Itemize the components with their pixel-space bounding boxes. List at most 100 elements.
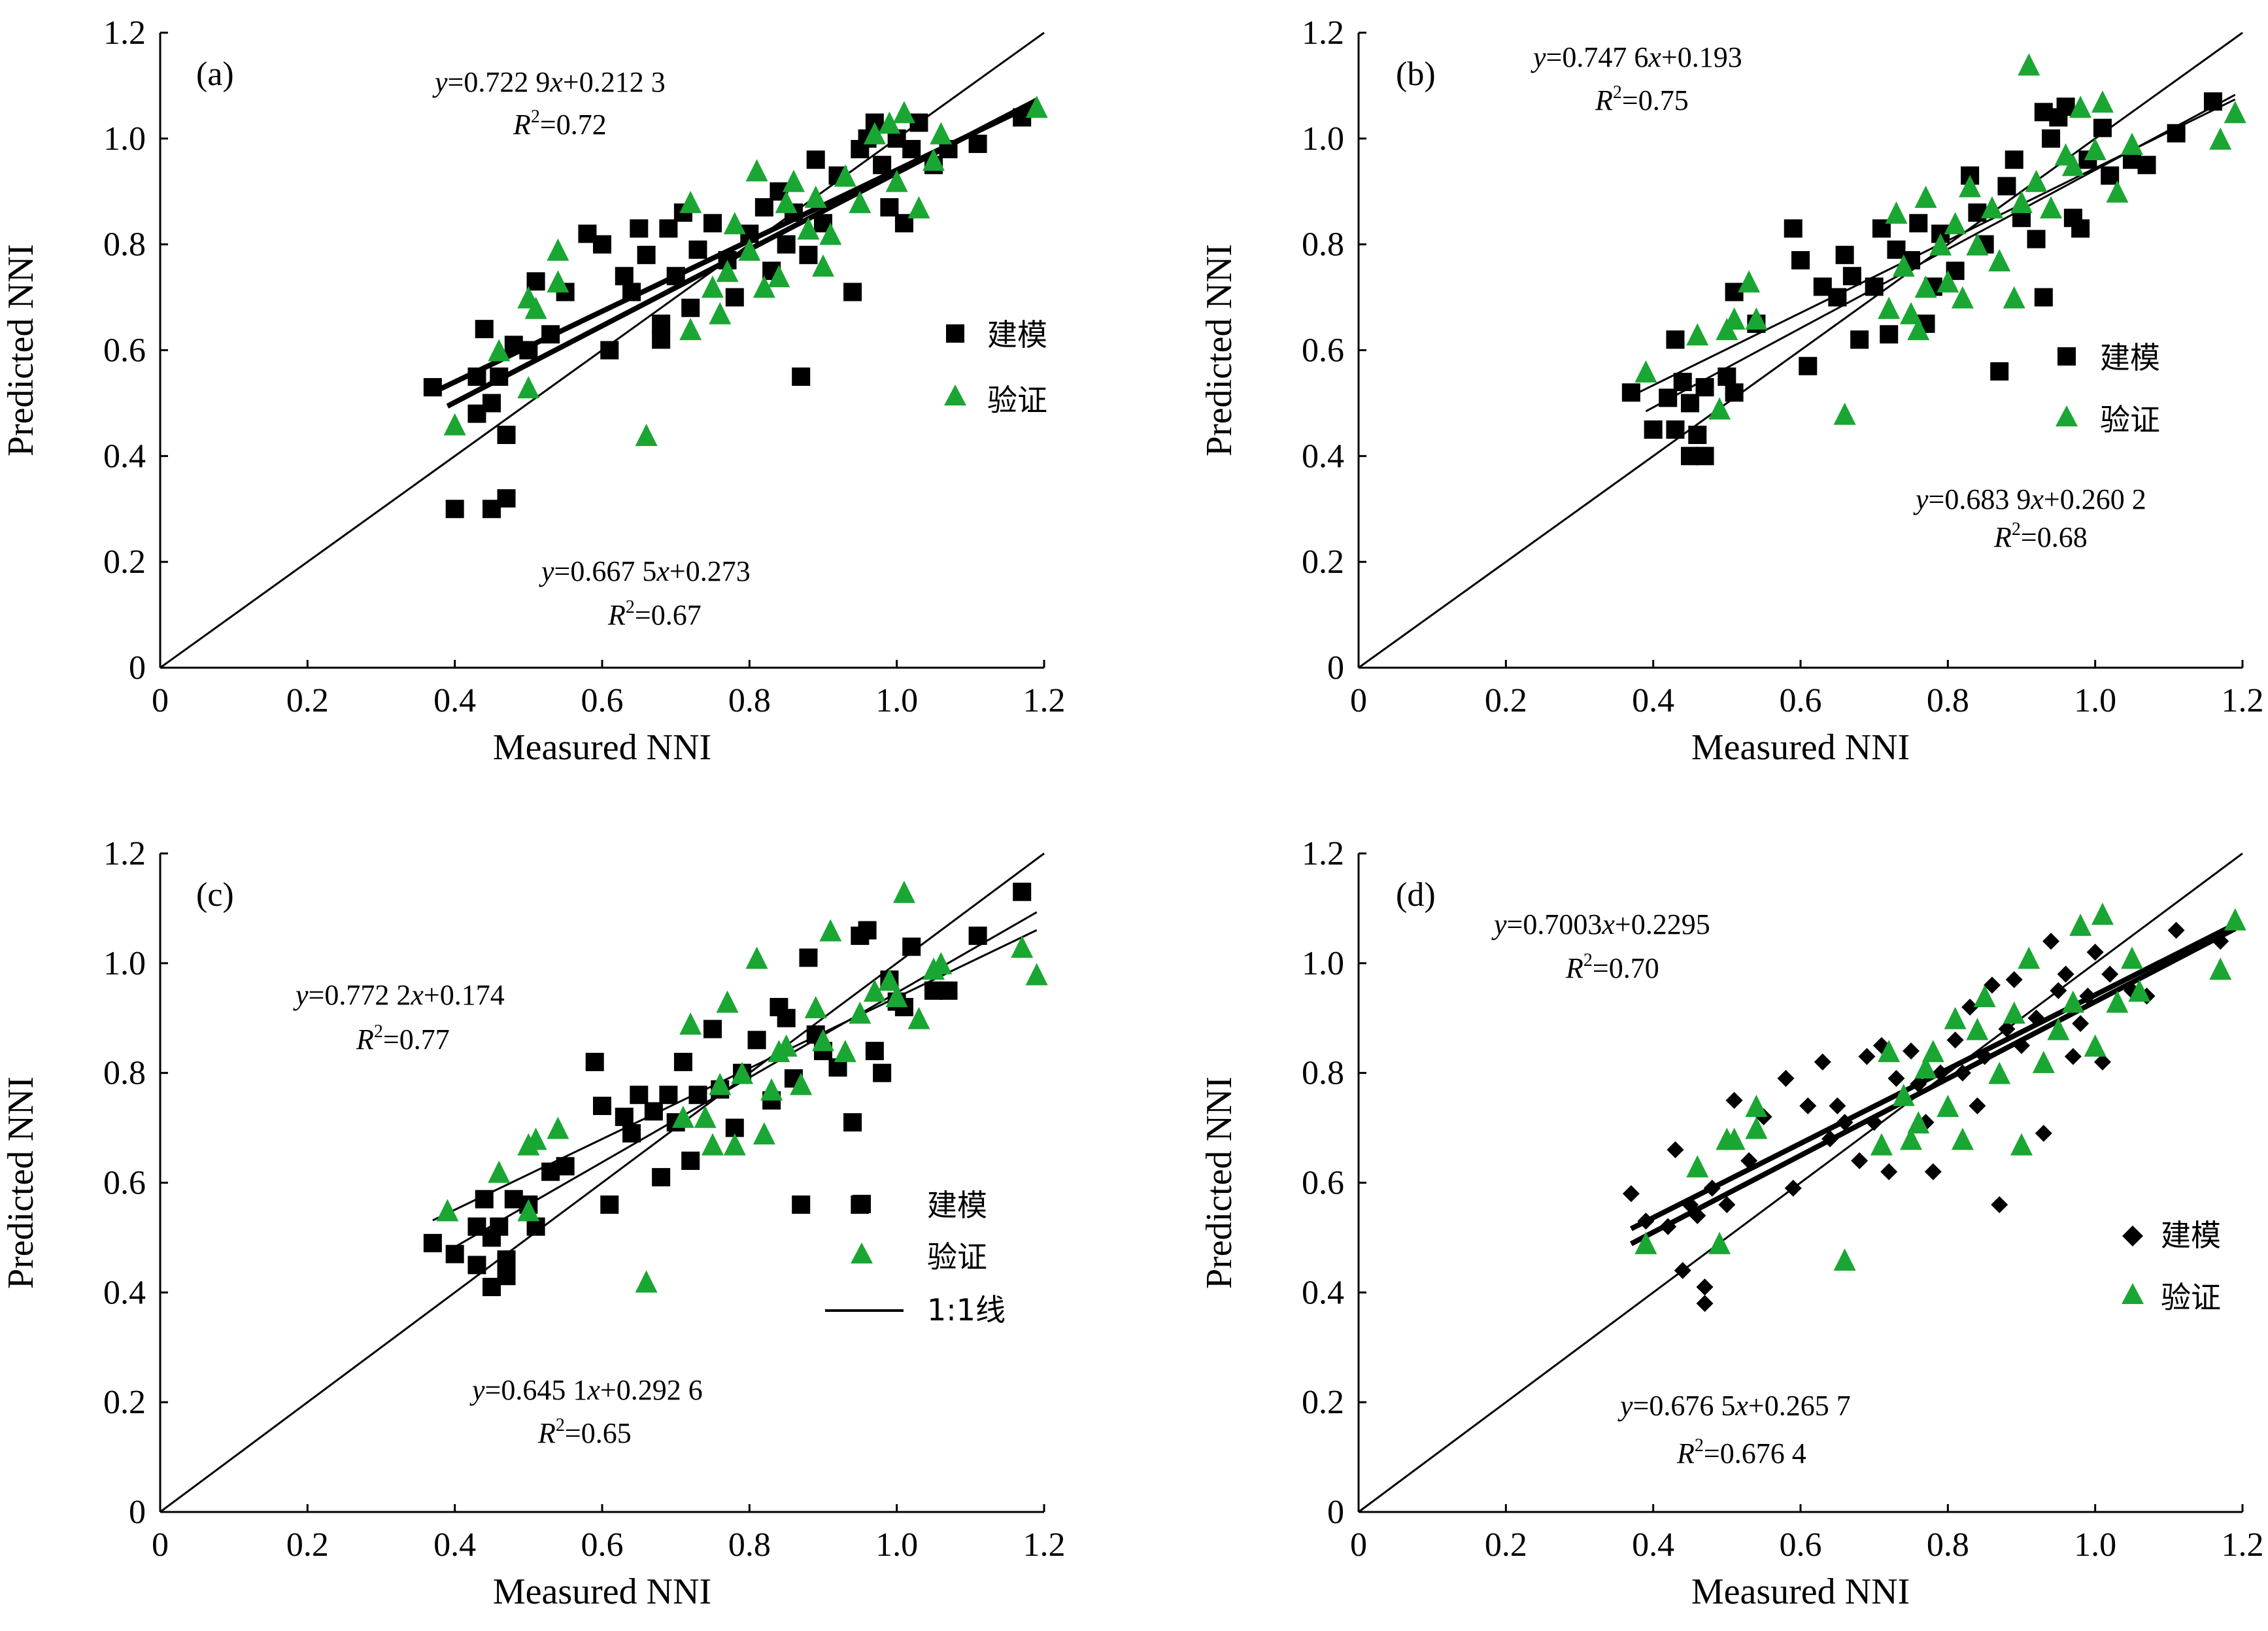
model-point [1880,325,1899,344]
panel-c: (c) y=0.772 2x+0.174 R2=0.77 y=0.645 1x+… [1,835,1066,1612]
legend-triangle-marker [851,1243,873,1263]
model-point [1903,1042,1920,1060]
x-tick-label: 1.2 [1023,682,1066,719]
model-point [1659,1218,1677,1235]
equation-2: y=0.676 5x+0.265 7 [1617,1390,1851,1422]
y-tick-label: 0.8 [1302,226,1344,264]
model-point [1954,1064,1971,1082]
validation-point [907,1006,930,1029]
x-tick-label: 0.4 [1632,1526,1674,1564]
r-squared-2: R2=0.67 [607,597,702,631]
model-point [1865,277,1884,296]
validation-point [1951,286,1974,309]
validation-point [1900,301,1922,324]
validation-point [804,185,827,208]
model-point [644,1102,663,1121]
model-point [1695,378,1714,397]
model-point [2093,118,2112,137]
validation-point [2209,957,2232,980]
validation-point [1959,175,1982,197]
legend-label-model: 建模 [2100,340,2160,375]
model-point [843,283,862,301]
x-axis-title: Measured NNI [1691,727,1910,768]
legend-label-validation: 验证 [2100,402,2160,438]
y-tick-label: 0.8 [103,1055,146,1092]
x-tick-label: 0.4 [433,1526,476,1564]
model-point [1013,882,1032,901]
model-point [2027,230,2046,249]
model-point [497,1250,516,1269]
one-to-one-line [160,852,1045,1513]
one-to-one-line [1358,852,2243,1513]
model-point [659,1086,678,1105]
model-point [2050,982,2067,999]
model-point [541,325,560,344]
model-point [652,1168,671,1187]
validation-point [775,1034,798,1057]
model-point [1777,1070,1795,1088]
validation-point [2018,53,2040,76]
validation-point [1900,1127,1922,1150]
model-point [681,298,700,317]
x-tick-label: 0 [152,682,169,719]
model-point [497,1267,516,1286]
x-axis-title: Measured NNI [1691,1571,1910,1612]
model-point [747,1031,766,1050]
model-point [2072,1015,2090,1033]
validation-point [1892,1084,1915,1107]
validation-point [1745,1095,1768,1118]
validation-point [2121,946,2143,969]
model-point [622,283,641,301]
validation-point [885,985,908,1008]
model-point [622,1124,641,1142]
validation-point [849,190,872,213]
y-tick-label: 0.8 [103,226,146,264]
model-point [593,235,611,254]
validation-point [2003,1001,2025,1024]
model-point [556,1157,575,1176]
model-point [1666,330,1685,349]
model-point [585,1052,604,1071]
validation-point [885,169,908,192]
validation-point [930,952,953,974]
x-tick-label: 0.6 [1780,1526,1822,1564]
validation-point [892,101,915,124]
x-tick-label: 1.0 [875,682,918,719]
model-point [799,948,818,967]
panel-label: (d) [1396,876,1436,914]
model-point [615,1107,634,1126]
legend-triangle-marker [2056,405,2078,426]
validation-point [2091,902,2114,925]
model-point [1969,1097,1986,1115]
validation-point [1025,963,1048,986]
validation-point [863,979,886,1002]
model-point [1909,214,1928,233]
model-point [1791,250,1810,269]
validation-point [723,1133,746,1156]
x-tick-label: 0.2 [286,682,329,719]
model-point [968,926,987,945]
r-squared-1: R2=0.70 [1565,950,1659,984]
validation-point [709,1073,732,1095]
model-point [1998,1020,2016,1038]
model-point [2005,150,2023,169]
validation-point [930,122,953,145]
model-point [2167,124,2186,143]
model-point [865,1042,884,1061]
model-point [1644,420,1663,439]
y-tick-label: 0 [1327,649,1344,687]
model-point [1991,1196,2008,1214]
model-point [1674,1262,1691,1279]
y-tick-label: 0.6 [103,332,146,369]
x-tick-label: 0.4 [433,682,476,719]
model-point [593,1097,611,1116]
model-point [630,219,649,238]
y-tick-label: 1.0 [1302,120,1344,158]
model-point [467,367,486,386]
model-point [519,341,538,360]
validation-point [517,1199,540,1222]
model-point [851,1195,870,1214]
model-point [2093,1053,2111,1071]
model-point [843,1113,862,1132]
